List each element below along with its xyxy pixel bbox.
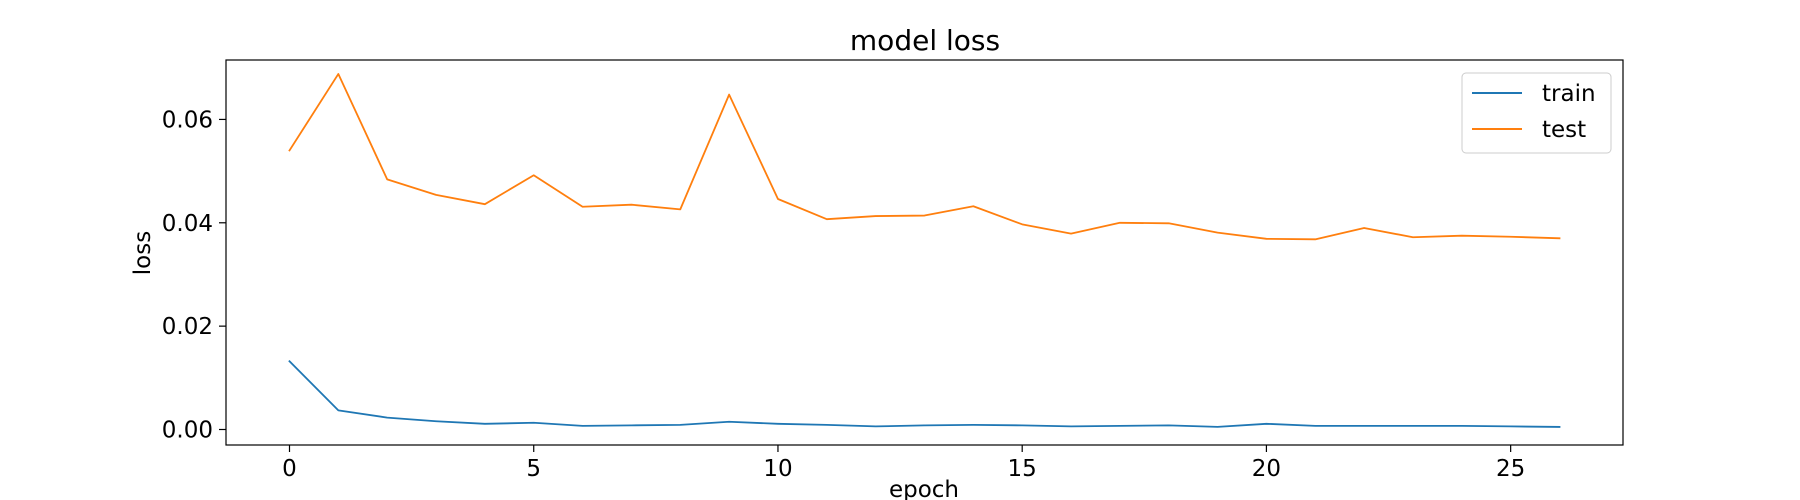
x-axis-title: epoch xyxy=(889,477,959,500)
series-line-train xyxy=(288,360,1561,428)
x-tick-label: 10 xyxy=(763,456,792,482)
y-tick-label: 0.06 xyxy=(162,107,213,133)
y-axis-title: loss xyxy=(130,231,156,275)
x-tick-label: 15 xyxy=(1008,456,1037,482)
legend: train test xyxy=(1461,72,1612,154)
series-line-test xyxy=(288,73,1561,241)
chart-title: model loss xyxy=(850,24,1000,57)
x-tick-label: 0 xyxy=(282,456,297,482)
x-tick-label: 25 xyxy=(1496,456,1525,482)
y-tick-label: 0.02 xyxy=(162,314,213,340)
plot-area-frame xyxy=(225,59,1624,446)
x-tick-label: 20 xyxy=(1252,456,1281,482)
y-tick-label: 0.04 xyxy=(162,211,213,237)
x-tick-label: 5 xyxy=(526,456,541,482)
legend-train-label: train xyxy=(1542,81,1596,107)
x-axis: 0 5 10 15 20 25 xyxy=(282,445,1525,482)
legend-test-label: test xyxy=(1542,117,1586,143)
series-layer xyxy=(288,73,1561,428)
y-axis: 0.00 0.02 0.04 0.06 xyxy=(162,107,226,443)
y-tick-label: 0.00 xyxy=(162,417,213,443)
